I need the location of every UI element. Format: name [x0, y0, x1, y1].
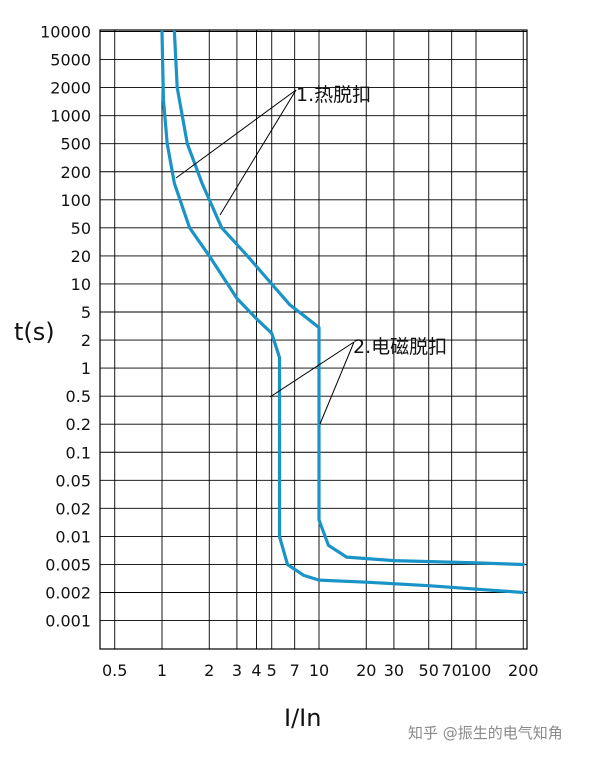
y-tick-label: 0.001: [45, 612, 91, 631]
y-tick-label: 0.002: [45, 584, 91, 603]
y-tick-label: 2: [81, 331, 91, 350]
y-tick-label: 10: [71, 275, 91, 294]
y-tick-label: 0.2: [66, 415, 91, 434]
y-tick-label: 10000: [40, 23, 91, 42]
y-tick-label: 5000: [50, 51, 91, 70]
y-tick-label: 0.02: [55, 499, 91, 518]
x-tick-label: 20: [356, 661, 376, 680]
annotation-thermal-trip: 1.热脱扣: [296, 84, 371, 106]
x-tick-label: 0.5: [102, 661, 127, 680]
leader-line: [175, 89, 297, 179]
y-tick-label: 1: [81, 359, 91, 378]
y-tick-label: 500: [60, 135, 91, 154]
x-tick-label: 100: [461, 661, 492, 680]
curves: [160, 29, 525, 595]
x-axis-label: I/In: [284, 704, 321, 732]
x-tick-label: 4: [251, 661, 261, 680]
curve-series-2: [172, 29, 525, 567]
y-tick-label: 100: [60, 191, 91, 210]
x-tick-label: 200: [508, 661, 539, 680]
y-tick-label: 0.05: [55, 471, 91, 490]
y-tick-label: 2000: [50, 79, 91, 98]
annotation-leaders: [175, 89, 355, 425]
x-tick-label: 10: [309, 661, 329, 680]
x-tick-label: 2: [204, 661, 214, 680]
annotation-magnetic-trip: 2.电磁脱扣: [353, 336, 447, 358]
watermark: 知乎 @振生的电气知角: [408, 724, 563, 742]
y-tick-label: 20: [71, 247, 91, 266]
y-tick-label: 5: [81, 303, 91, 322]
y-tick-label: 50: [71, 219, 91, 238]
x-tick-label: 5: [267, 661, 277, 680]
y-axis-label: t(s): [14, 318, 55, 346]
plot-frame: [99, 29, 528, 650]
y-tick-labels: 10000 5000 2000 1000 500 200 100 50 20 10 5 2 1 0.5 0.…: [40, 23, 91, 631]
x-tick-label: 1: [157, 661, 167, 680]
y-tick-label: 1000: [50, 107, 91, 126]
y-tick-label: 0.01: [55, 527, 91, 546]
curve-series-1: [160, 29, 525, 595]
x-tick-label: 3: [232, 661, 242, 680]
x-tick-label: 50: [419, 661, 439, 680]
y-tick-label: 200: [60, 163, 91, 182]
x-tick-label: 70: [442, 661, 462, 680]
leader-line: [269, 341, 355, 398]
y-tick-label: 0.1: [66, 443, 91, 462]
x-tick-label: 30: [384, 661, 404, 680]
y-tick-label: 0.005: [45, 555, 91, 574]
leader-line: [319, 341, 355, 425]
x-tick-label: 7: [290, 661, 300, 680]
y-tick-label: 0.5: [66, 387, 91, 406]
leader-line: [219, 89, 297, 216]
